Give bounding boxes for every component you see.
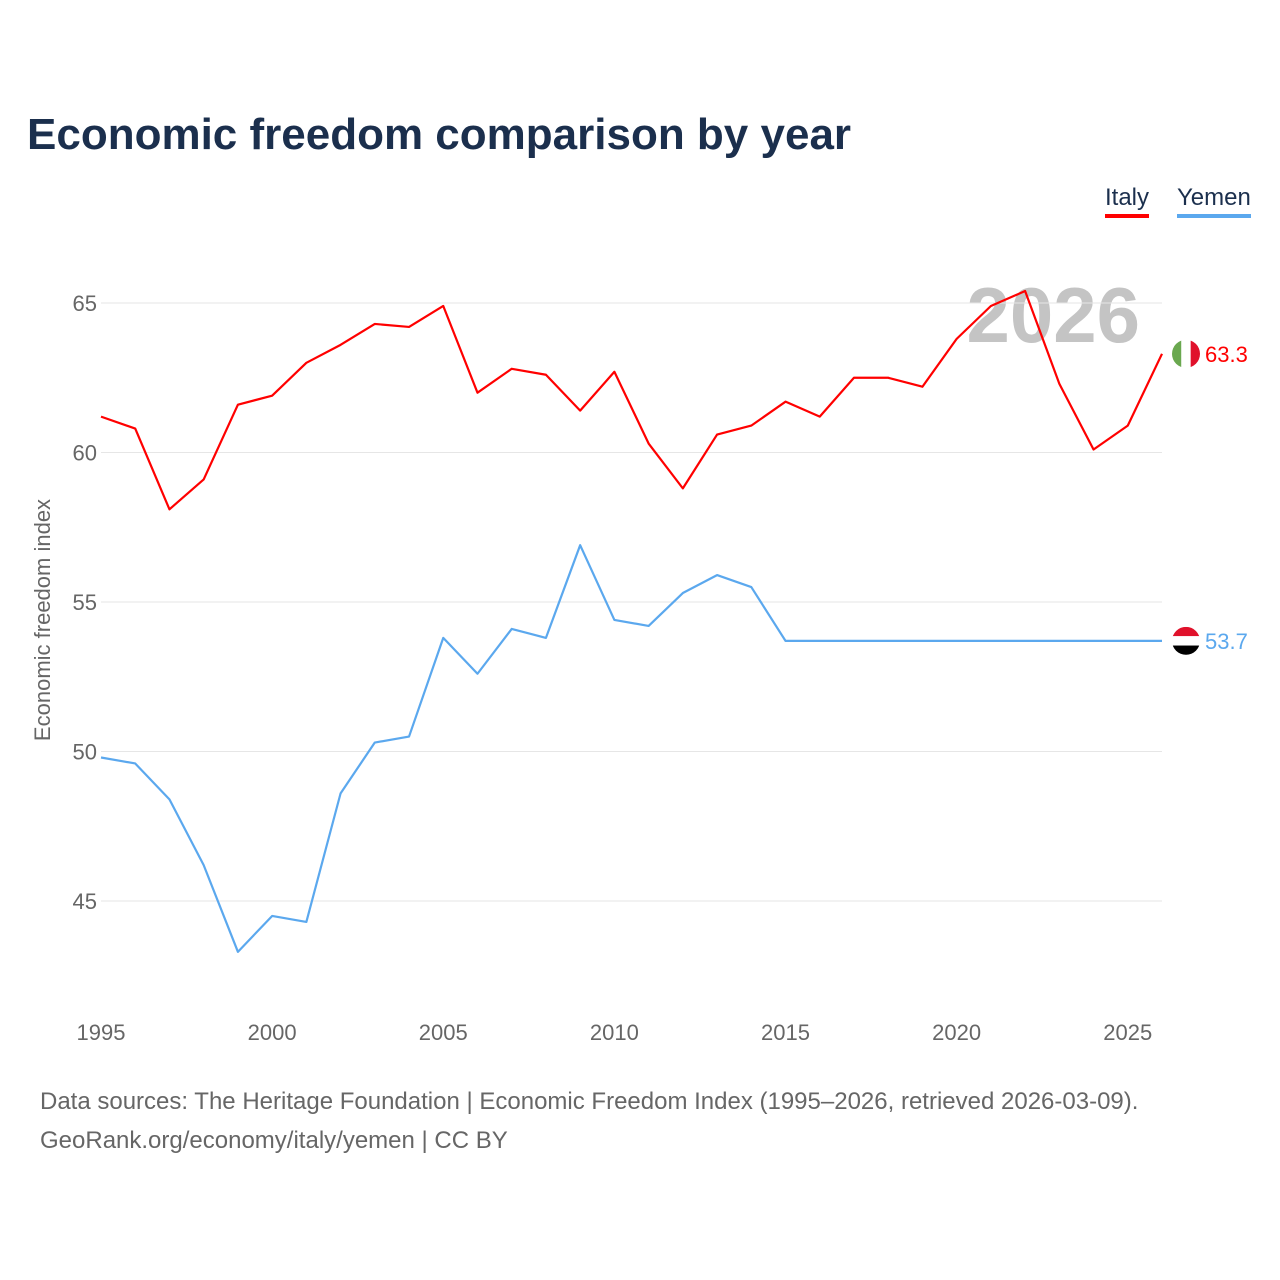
flag-yemen-icon xyxy=(1172,626,1200,655)
series-line-italy xyxy=(100,289,1163,511)
flag-italy-icon xyxy=(1172,339,1200,368)
legend-italy[interactable]: Italy xyxy=(1105,184,1150,218)
chart-title: Economic freedom comparison by year xyxy=(27,110,852,159)
y-tick-label: 50 xyxy=(73,740,97,765)
x-tick-label: 2000 xyxy=(248,1020,297,1045)
x-tick-label: 2015 xyxy=(761,1020,810,1045)
y-axis-label: Economic freedom index xyxy=(30,499,55,741)
y-tick-label: 65 xyxy=(73,291,97,316)
x-tick-label: 1995 xyxy=(77,1020,126,1045)
x-tick-label: 2010 xyxy=(590,1020,639,1045)
x-tick-label: 2025 xyxy=(1103,1020,1152,1045)
y-tick-label: 55 xyxy=(73,590,97,615)
x-tick-label: 2020 xyxy=(932,1020,981,1045)
y-tick-label: 60 xyxy=(73,441,97,466)
y-tick-label: 45 xyxy=(73,889,97,914)
legend-yemen[interactable]: Yemen xyxy=(1177,184,1251,218)
end-value-label-italy: 63.3 xyxy=(1205,342,1248,367)
footer-link[interactable]: GeoRank.org/economy/italy/yemen | CC BY xyxy=(40,1127,508,1154)
end-value-label-yemen: 53.7 xyxy=(1205,629,1248,654)
watermark-year: 2026 xyxy=(966,271,1140,359)
x-tick-label: 2005 xyxy=(419,1020,468,1045)
series-line-yemen xyxy=(100,544,1162,953)
footer-sources: Data sources: The Heritage Foundation | … xyxy=(40,1088,1139,1115)
